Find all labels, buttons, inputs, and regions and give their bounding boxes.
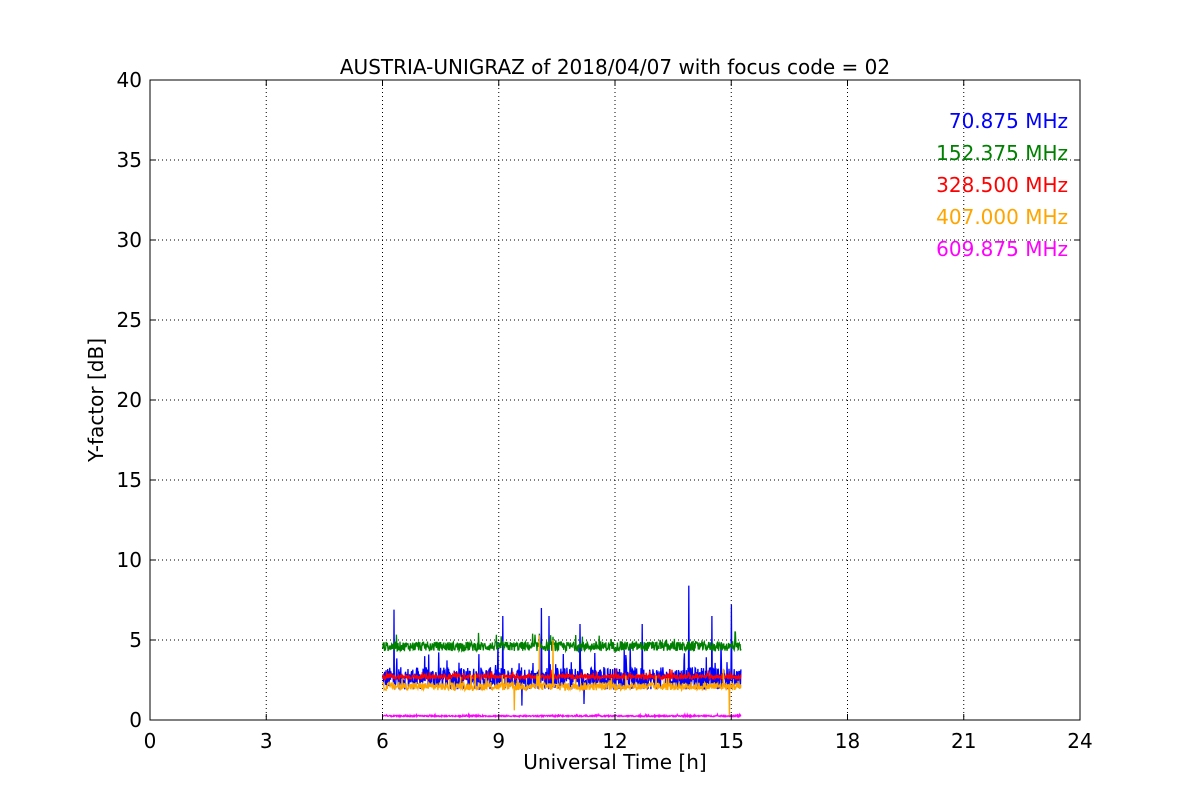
plot-area: 0 3 6 9 12 15 18 21 24 0 5 10 15 20 25 30 35 40 70.875 MHz… [117,68,1093,753]
legend-entry-3: 407.000 MHz [936,205,1068,229]
x-tick-label: 12 [602,729,627,753]
y-axis-label: Y-factor [dB] [84,338,108,463]
legend-entry-2: 328.500 MHz [936,173,1068,197]
series-line-0 [381,585,742,706]
y-tick-label: 15 [117,468,142,492]
chart-title: AUSTRIA-UNIGRAZ of 2018/04/07 with focus… [340,55,890,79]
legend-entry-0: 70.875 MHz [949,109,1068,133]
x-tick-label: 9 [492,729,505,753]
series-line-4 [382,712,742,720]
x-tick-label: 6 [376,729,389,753]
y-tick-label: 35 [117,148,142,172]
x-tick-label: 24 [1067,729,1092,753]
legend-entry-1: 152.375 MHz [936,141,1068,165]
series-line-1 [381,631,742,654]
x-tick-label: 21 [951,729,976,753]
y-tick-label: 20 [117,388,142,412]
y-tick-label: 25 [117,308,142,332]
x-axis-label: Universal Time [h] [523,750,706,774]
y-tick-label: 10 [117,548,142,572]
y-tick-label: 30 [117,228,142,252]
y-tick-label: 5 [129,628,142,652]
x-tick-label: 0 [144,729,157,753]
series-line-3 [381,635,742,717]
x-tick-label: 15 [719,729,744,753]
x-tick-label: 3 [260,729,273,753]
y-tick-label: 40 [117,68,142,92]
series-line-2 [381,668,742,682]
y-tick-label: 0 [129,708,142,732]
legend-entry-4: 609.875 MHz [936,237,1068,261]
x-tick-label: 18 [835,729,860,753]
